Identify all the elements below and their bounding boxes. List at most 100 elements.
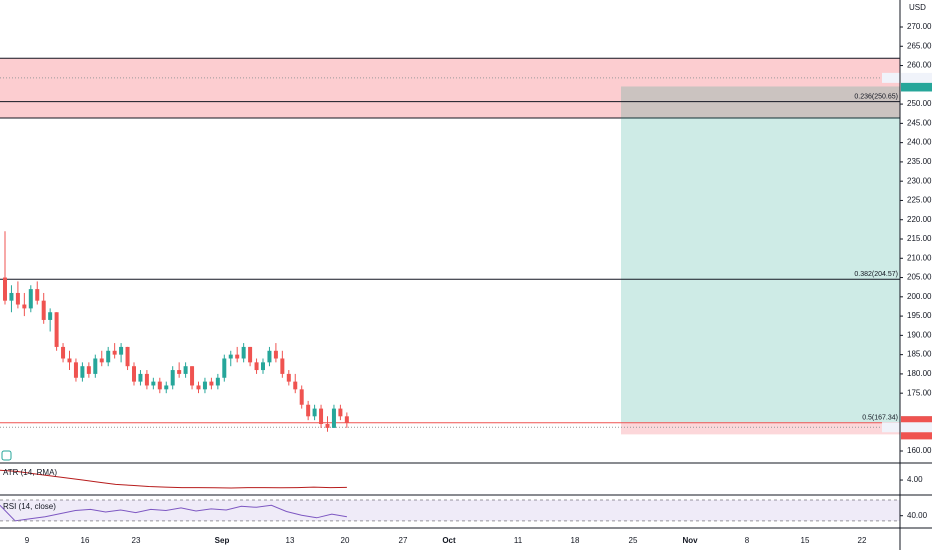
candle-body <box>35 289 40 301</box>
candle-body <box>157 381 162 390</box>
rsi-label: RSI (14, close) <box>3 502 56 511</box>
candle-body <box>41 300 46 320</box>
y-tick-label: 230.00 <box>907 176 932 185</box>
x-tick-label: 8 <box>745 536 750 545</box>
candle-body <box>54 312 59 347</box>
candle-body <box>28 289 33 309</box>
candle-body <box>235 354 240 359</box>
x-tick-label: 13 <box>286 536 295 545</box>
rsi-line <box>0 504 347 522</box>
y-tick-label: 260.00 <box>907 61 932 70</box>
candle-body <box>48 312 53 320</box>
candle-body <box>280 358 285 374</box>
candle-body <box>261 362 265 371</box>
candle-body <box>9 292 14 301</box>
y-tick-label: 190.00 <box>907 330 932 339</box>
candle-body <box>22 304 27 309</box>
candle-body <box>80 366 85 378</box>
x-tick-label: 25 <box>629 536 638 545</box>
candle-body <box>170 370 175 386</box>
candle-body <box>286 373 291 382</box>
y-tick-label: 220.00 <box>907 215 932 224</box>
candle-body <box>319 408 324 425</box>
candle-body <box>306 404 311 417</box>
fib-label: 0.236(250.65) <box>854 93 898 100</box>
zone <box>0 58 900 118</box>
x-tick-label: 18 <box>571 536 580 545</box>
candle-body <box>209 381 214 386</box>
candle-body <box>215 377 220 386</box>
tag-name-bg <box>882 422 900 433</box>
candle-body <box>86 366 91 374</box>
candle-body <box>177 370 182 374</box>
atr-label: ATR (14, RMA) <box>3 468 57 477</box>
x-tick-label: 22 <box>858 536 867 545</box>
candle-body <box>273 350 278 359</box>
candle-body <box>93 358 98 374</box>
y-tick-label: 270.00 <box>907 22 932 31</box>
candle-body <box>119 346 124 355</box>
x-tick-label: 23 <box>132 536 141 545</box>
candle-body <box>202 381 207 390</box>
candle-body <box>125 346 130 367</box>
candle-body <box>112 350 117 355</box>
x-tick-label: 16 <box>81 536 90 545</box>
x-tick-label: Sep <box>215 536 230 545</box>
y-tick-label: 205.00 <box>907 273 932 282</box>
x-tick-label: 11 <box>514 536 523 545</box>
candle-body <box>99 358 104 363</box>
stop-box <box>621 422 900 435</box>
candle-body <box>15 292 20 305</box>
y-tick-label: 250.00 <box>907 99 932 108</box>
y-tick-label: 175.00 <box>907 388 932 397</box>
candle-body <box>312 408 317 417</box>
candle-body <box>144 373 149 386</box>
currency: USD <box>909 3 926 12</box>
candle-body <box>190 366 195 386</box>
candle-body <box>132 366 136 382</box>
y-tick-label: 240.00 <box>907 138 932 147</box>
candle-body <box>267 350 272 363</box>
y-tick-label: 195.00 <box>907 311 932 320</box>
x-tick-label: Oct <box>442 536 456 545</box>
x-tick-label: 20 <box>341 536 350 545</box>
candle-body <box>61 346 66 359</box>
candle-body <box>299 389 304 405</box>
candle-body <box>151 381 156 386</box>
candle-body <box>254 362 259 371</box>
event-icon[interactable] <box>1 450 12 461</box>
candle-body <box>196 385 201 390</box>
tag-name-bg <box>882 72 900 83</box>
price-tag-bg <box>901 72 932 83</box>
candle-body <box>331 408 336 428</box>
candle-body <box>106 350 111 363</box>
y-tick-label: 225.00 <box>907 196 932 205</box>
fib-label: 0.5(167.34) <box>862 415 898 422</box>
price-tag-bg <box>901 416 932 427</box>
y-tick-label: 210.00 <box>907 253 932 262</box>
candle-body <box>241 346 246 359</box>
candle-body <box>344 416 349 423</box>
candle-body <box>183 366 188 374</box>
candle-body <box>293 381 298 390</box>
y-tick-label: 180.00 <box>907 369 932 378</box>
y-tick-label: 160.00 <box>907 446 932 455</box>
candle-body <box>164 385 169 390</box>
candle-body <box>138 373 143 382</box>
y-tick-label: 265.00 <box>907 41 932 50</box>
y-tick-label: 245.00 <box>907 118 932 127</box>
x-tick-label: 27 <box>399 536 408 545</box>
y-tick-label: 185.00 <box>907 350 932 359</box>
main-pane: 0.236(250.65) 0.382(204.57) 0.5(167.34) <box>0 57 900 435</box>
candle-body <box>3 277 7 301</box>
y-tick-label: 200.00 <box>907 292 932 301</box>
candle-body <box>338 408 343 417</box>
rsi-band <box>0 500 900 521</box>
candle-body <box>325 424 330 428</box>
price-tag-bg <box>901 422 932 433</box>
x-tick-label: Nov <box>682 536 698 545</box>
candle-body <box>67 358 72 363</box>
price-tag-bg <box>901 429 932 440</box>
x-tick-label: 9 <box>25 536 30 545</box>
